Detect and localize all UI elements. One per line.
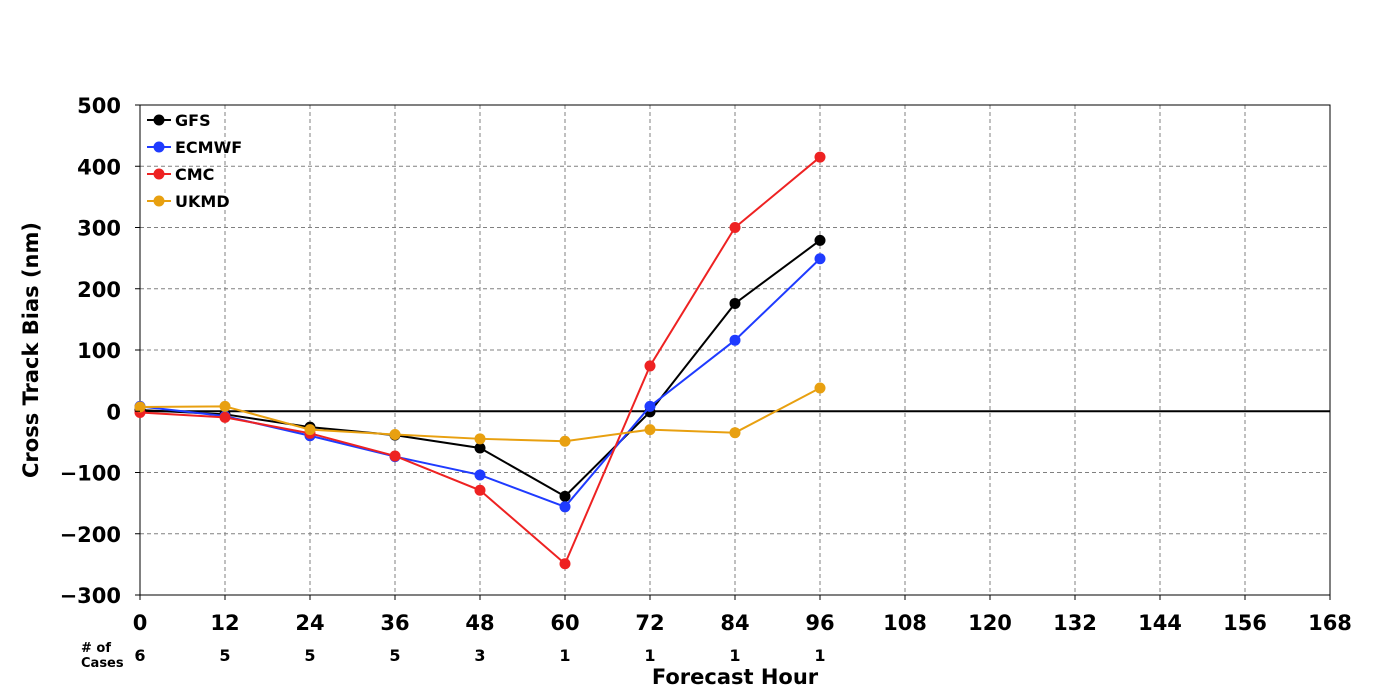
- y-tick-label: −100: [60, 462, 121, 486]
- cases-count: 1: [814, 646, 825, 665]
- x-tick-label: 48: [465, 611, 494, 635]
- data-point: [644, 424, 656, 436]
- x-tick-label: 144: [1138, 611, 1182, 635]
- y-tick-label: 400: [77, 155, 121, 179]
- data-point: [814, 234, 826, 246]
- legend-label: ECMWF: [175, 138, 242, 157]
- legend-item-cmc: CMC: [147, 165, 214, 184]
- y-axis-ticks: −300 −200 −100 0 100 200 300 400 500: [60, 94, 140, 608]
- data-point: [729, 297, 741, 309]
- cases-caption: # of: [81, 641, 111, 656]
- legend-swatch-marker: [153, 114, 165, 126]
- cases-count: 5: [219, 646, 230, 665]
- x-tick-label: 0: [133, 611, 148, 635]
- data-point: [729, 427, 741, 439]
- x-tick-label: 84: [720, 611, 749, 635]
- data-point: [389, 450, 401, 462]
- legend-label: CMC: [175, 165, 214, 184]
- y-tick-label: 500: [77, 94, 121, 118]
- cases-count: 1: [729, 646, 740, 665]
- data-point: [729, 334, 741, 346]
- data-point: [474, 469, 486, 481]
- cases-caption: Cases: [81, 656, 124, 671]
- data-point: [559, 501, 571, 513]
- data-point: [644, 400, 656, 412]
- x-axis-title: Forecast Hour: [652, 665, 819, 689]
- cases-count: 5: [304, 646, 315, 665]
- series-cmc: [134, 151, 826, 570]
- y-tick-label: 100: [77, 339, 121, 363]
- cases-count: 1: [644, 646, 655, 665]
- x-tick-label: 96: [805, 611, 834, 635]
- legend-item-ecmwf: ECMWF: [147, 138, 242, 157]
- cases-count: 6: [134, 646, 145, 665]
- data-point: [474, 484, 486, 496]
- x-tick-label: 12: [210, 611, 239, 635]
- data-point: [559, 558, 571, 570]
- x-axis-ticks: 0 12 24 36 48 60 72 84 96 108 120 132 144 156 168: [133, 595, 1352, 635]
- data-point: [474, 442, 486, 454]
- data-point: [814, 253, 826, 265]
- x-tick-label: 24: [295, 611, 324, 635]
- x-tick-label: 108: [883, 611, 927, 635]
- legend-label: UKMD: [175, 192, 230, 211]
- y-tick-label: 300: [77, 217, 121, 241]
- x-tick-label: 156: [1223, 611, 1267, 635]
- x-tick-label: 60: [550, 611, 579, 635]
- x-tick-label: 72: [635, 611, 664, 635]
- y-tick-label: 0: [106, 400, 121, 424]
- y-axis-title: Cross Track Bias (nm): [19, 222, 43, 478]
- legend-swatch-marker: [153, 141, 165, 153]
- legend-swatch-marker: [153, 168, 165, 180]
- y-tick-label: 200: [77, 278, 121, 302]
- data-point: [474, 433, 486, 445]
- y-tick-label: −300: [60, 584, 121, 608]
- cases-count: 1: [559, 646, 570, 665]
- data-point: [559, 490, 571, 502]
- series-ukmd: [134, 382, 826, 447]
- data-point: [814, 151, 826, 163]
- data-point: [814, 382, 826, 394]
- legend-label: GFS: [175, 111, 211, 130]
- series-lines: [134, 151, 826, 570]
- series-ecmwf: [134, 253, 826, 513]
- legend-item-gfs: GFS: [147, 111, 211, 130]
- data-point: [219, 411, 231, 423]
- data-point: [219, 400, 231, 412]
- grid-lines: [140, 105, 1330, 595]
- x-tick-label: 36: [380, 611, 409, 635]
- legend-item-ukmd: UKMD: [147, 192, 230, 211]
- data-point: [559, 435, 571, 447]
- data-point: [729, 222, 741, 233]
- data-point: [389, 429, 401, 441]
- x-tick-label: 120: [968, 611, 1012, 635]
- data-point: [644, 360, 656, 372]
- cases-count: 3: [474, 646, 485, 665]
- x-tick-label: 132: [1053, 611, 1097, 635]
- cases-count: 5: [389, 646, 400, 665]
- x-tick-label: 168: [1308, 611, 1352, 635]
- data-point: [134, 401, 146, 413]
- y-tick-label: −200: [60, 523, 121, 547]
- data-point: [304, 424, 316, 436]
- legend-swatch-marker: [153, 195, 165, 207]
- legend: GFS ECMWF CMC UKMD: [147, 111, 242, 211]
